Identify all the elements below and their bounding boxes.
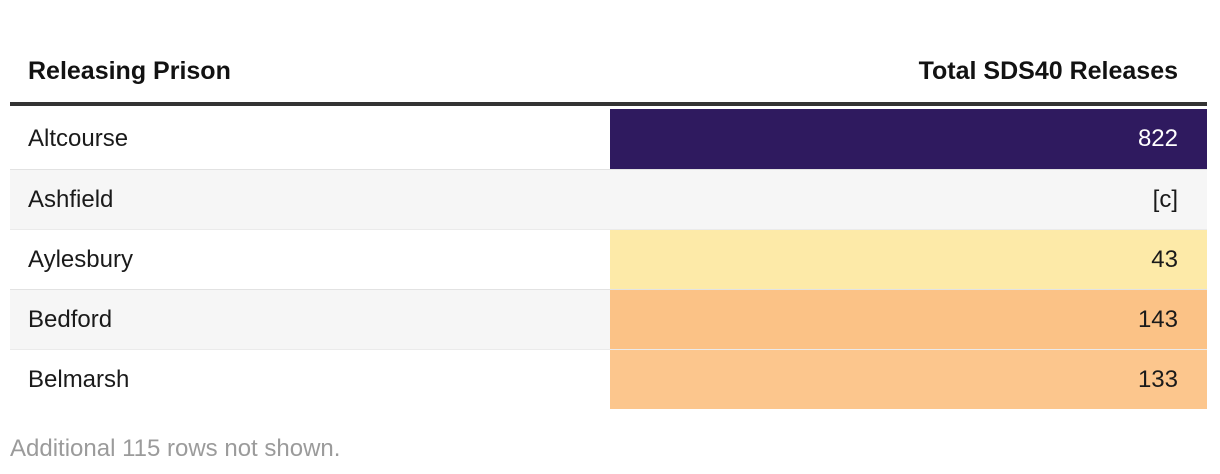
footer-note: Additional 115 rows not shown. <box>10 435 341 462</box>
prison-name-cell: Ashfield <box>28 185 114 213</box>
releases-value-cell: 43 <box>610 230 1207 289</box>
table-header: Releasing Prison Total SDS40 Releases <box>10 0 1207 106</box>
releases-table: Releasing Prison Total SDS40 Releases Al… <box>10 0 1207 463</box>
table-body: Altcourse 822 Ashfield [c] Aylesbury 43 … <box>10 109 1207 409</box>
releases-value-cell: [c] <box>610 170 1207 229</box>
releases-value-cell: 822 <box>610 109 1207 169</box>
table-row: Belmarsh 133 <box>10 349 1207 409</box>
table-row: Ashfield [c] <box>10 169 1207 229</box>
prison-name-cell: Belmarsh <box>28 365 130 393</box>
releases-value-cell: 133 <box>610 350 1207 409</box>
table-row: Bedford 143 <box>10 289 1207 349</box>
column-header-total-sds40-releases: Total SDS40 Releases <box>918 57 1178 85</box>
column-header-releasing-prison: Releasing Prison <box>28 57 231 85</box>
prison-name-cell: Aylesbury <box>28 245 133 273</box>
prison-name-cell: Altcourse <box>28 125 129 152</box>
table-row: Altcourse 822 <box>10 109 1207 169</box>
table-row: Aylesbury 43 <box>10 229 1207 289</box>
releases-value-cell: 143 <box>610 290 1207 349</box>
prison-name-cell: Bedford <box>28 305 113 333</box>
